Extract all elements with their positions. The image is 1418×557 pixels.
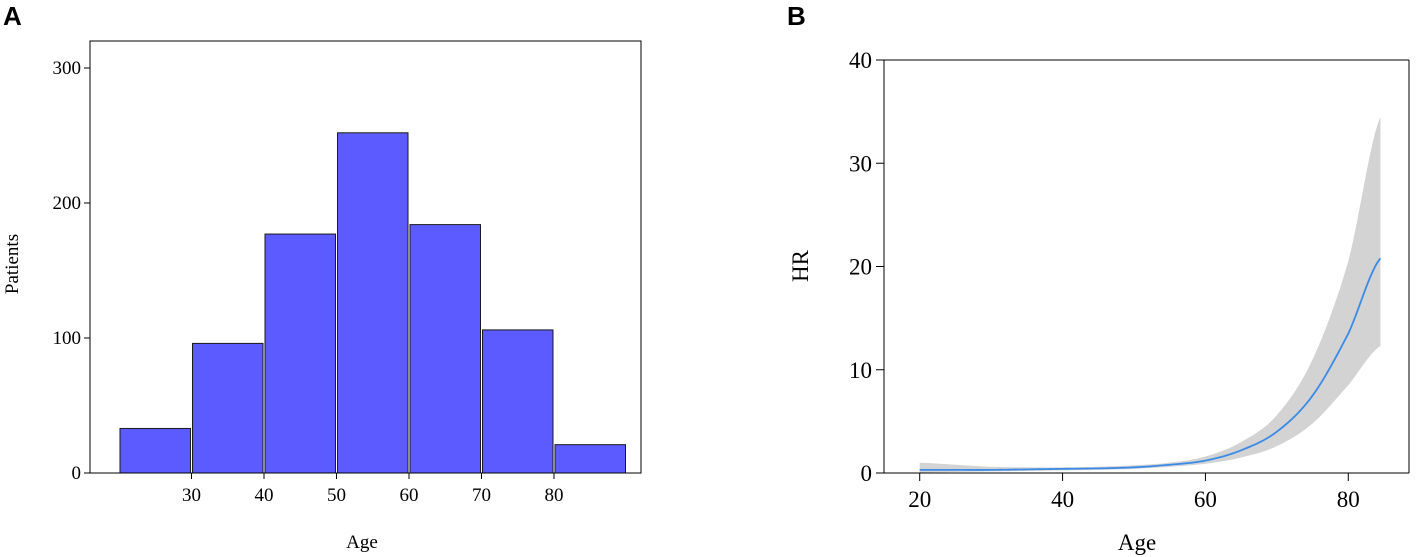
x-tick-label: 20 xyxy=(908,487,931,512)
x-axis-title-a: Age xyxy=(346,532,378,553)
x-tick-label: 50 xyxy=(327,485,346,506)
y-tick-label: 40 xyxy=(849,48,872,73)
bar-40-50 xyxy=(264,233,336,474)
y-tick-label: 300 xyxy=(53,58,82,79)
y-tick-label: 0 xyxy=(72,463,82,484)
panel-b: B 0 10 20 30 40 20 40 60 80 Age HR xyxy=(787,1,1410,555)
x-tick-label: 30 xyxy=(182,485,201,506)
y-tick-label: 30 xyxy=(849,151,872,176)
hr-curve xyxy=(919,257,1382,471)
panel-a: A 0 100 200 300 30 40 50 60 70 80 Age Patients xyxy=(2,1,642,553)
x-tick-label: 60 xyxy=(400,485,419,506)
bar-60-70 xyxy=(409,224,481,474)
panel-letter-a: A xyxy=(3,1,22,31)
y-axis-title-a: Patients xyxy=(2,234,23,294)
bar-30-40 xyxy=(192,342,264,474)
x-tick-label: 70 xyxy=(472,485,491,506)
y-tick-label: 20 xyxy=(849,255,872,280)
histogram-bars xyxy=(119,132,626,474)
y-tick-label: 0 xyxy=(861,461,873,486)
x-tick-label: 40 xyxy=(1051,487,1074,512)
x-axis-title-b: Age xyxy=(1118,530,1156,555)
y-axis-title-b: HR xyxy=(788,249,813,282)
bar-20-30 xyxy=(119,427,191,474)
x-tick-label: 80 xyxy=(1337,487,1360,512)
y-tick-label: 100 xyxy=(53,328,82,349)
bar-70-80 xyxy=(482,329,554,474)
plot-frame-a xyxy=(89,40,642,474)
x-axis-ticks-b: 20 40 60 80 xyxy=(908,473,1360,512)
confidence-band xyxy=(919,116,1381,473)
y-tick-label: 200 xyxy=(53,193,82,214)
panel-letter-b: B xyxy=(787,1,806,31)
y-axis-ticks-a: 0 100 200 300 xyxy=(53,58,90,484)
x-tick-label: 60 xyxy=(1194,487,1217,512)
x-tick-label: 80 xyxy=(545,485,564,506)
x-axis-ticks-a: 30 40 50 60 70 80 xyxy=(182,473,564,506)
y-tick-label: 10 xyxy=(849,358,872,383)
x-tick-label: 40 xyxy=(255,485,274,506)
bar-80-90 xyxy=(554,444,626,474)
bar-50-60 xyxy=(337,132,409,474)
y-axis-ticks-b: 0 10 20 30 40 xyxy=(849,48,884,486)
